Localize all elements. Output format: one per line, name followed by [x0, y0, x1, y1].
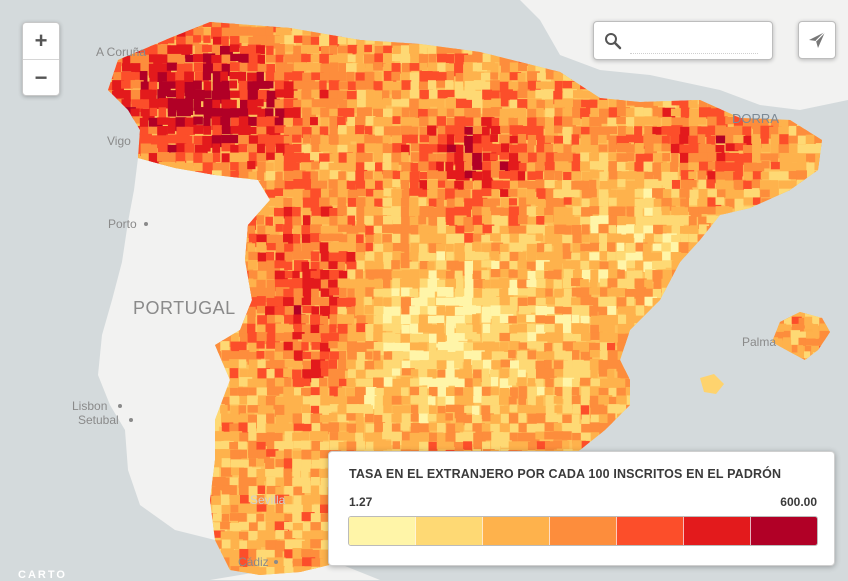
place-labels: A Coruña Vigo Porto PORTUGAL Lisbon Setu… — [72, 45, 779, 569]
legend-panel: TASA EN EL EXTRANJERO POR CADA 100 INSCR… — [328, 451, 835, 566]
legend-swatch — [349, 517, 415, 545]
share-button[interactable] — [798, 21, 836, 59]
legend-swatch — [683, 517, 750, 545]
legend-swatch — [750, 517, 817, 545]
legend-min-value: 1.27 — [349, 495, 373, 509]
legend-max-value: 600.00 — [780, 495, 817, 509]
legend-swatch — [482, 517, 549, 545]
legend-title: TASA EN EL EXTRANJERO POR CADA 100 INSCR… — [349, 467, 782, 481]
zoom-in-button[interactable]: + — [34, 28, 48, 53]
search-box — [593, 21, 773, 60]
zoom-control: + − — [22, 22, 60, 96]
label-portugal: PORTUGAL — [133, 298, 236, 318]
label-andorra: DORRA — [732, 111, 779, 126]
label-lisbon: Lisbon — [72, 399, 107, 413]
legend-swatch — [616, 517, 683, 545]
legend-swatch — [415, 517, 482, 545]
zoom-out-button[interactable]: − — [23, 59, 59, 95]
label-cadiz: Cádiz — [238, 555, 269, 569]
search-icon — [605, 33, 622, 50]
carto-attribution: CARTO — [18, 569, 67, 581]
label-porto: Porto — [108, 217, 137, 231]
search-input[interactable] — [630, 31, 758, 54]
label-vigo: Vigo — [107, 134, 131, 148]
portugal-land — [98, 158, 270, 540]
paper-plane-icon — [809, 31, 826, 48]
legend-color-ramp — [348, 516, 818, 546]
label-palma: Palma — [742, 335, 776, 349]
legend-swatch — [549, 517, 616, 545]
label-setubal: Setubal — [78, 413, 119, 427]
ibiza-island — [700, 374, 724, 394]
label-sevilla: Sevilla — [250, 493, 286, 507]
label-a-coruna: A Coruña — [96, 45, 146, 59]
